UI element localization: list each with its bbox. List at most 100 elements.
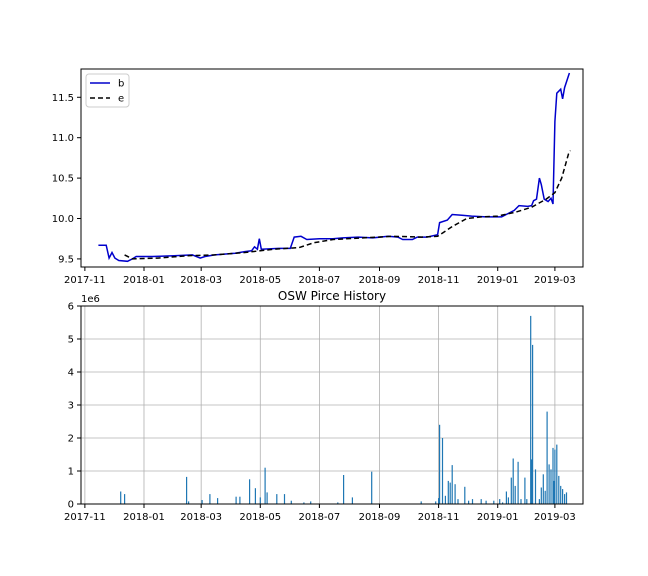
volume-bar [235,496,237,504]
price-series-group [98,72,572,263]
volume-bar [449,482,451,504]
bottom-x-tick-label: 2018-05 [239,512,281,523]
volume-bar [124,494,126,504]
legend-label-e: e [118,94,124,105]
volume-bar [552,447,554,504]
top-x-tick-label: 2019-03 [534,275,576,286]
bottom-x-tick-label: 2017-11 [64,512,106,523]
top-x-tick-label: 2019-01 [477,275,519,286]
bottom-x-tick-label: 2019-03 [534,512,576,523]
volume-bar [544,490,546,504]
bottom-y-tick-label: 6 [68,302,74,313]
volume-bar [530,315,532,504]
volume-bar [276,494,278,504]
volume-bar [493,500,495,504]
volume-bar [554,449,556,504]
volume-bar [441,438,444,504]
legend-label-b: b [118,79,124,90]
volume-bar [468,500,470,504]
volume-bar [188,501,190,504]
top-x-tick-label: 2018-09 [359,275,401,286]
bottom-y-ticks: 0 1 2 3 4 5 6 [68,302,81,511]
volume-bar [343,475,345,504]
bottom-x-tick-label: 2018-01 [123,512,165,523]
volume-bar [464,486,466,504]
top-x-tick-label: 2018-01 [123,275,165,286]
bottom-y-tick-label: 0 [68,500,74,511]
volume-bar [564,494,566,504]
volume-bar [371,471,373,504]
volume-bar [303,502,305,504]
volume-bar [512,458,514,504]
volume-bar [540,487,542,504]
bottom-x-ticks: 2017-11 2018-01 2018-03 2018-05 2018-07 2018-… [64,504,576,523]
volume-bar [259,497,261,504]
top-x-tick-label: 2018-11 [418,275,460,286]
bottom-y-tick-label: 1 [68,467,74,478]
volume-bar [526,499,528,504]
top-x-tick-label: 2017-11 [64,275,106,286]
volume-bar [351,497,353,504]
volume-bar [266,492,268,504]
volume-bar [454,484,456,504]
volume-bar [534,469,537,504]
volume-bar [439,424,441,504]
volume-bar [310,501,312,504]
volume-bar [420,501,422,504]
volume-bar [507,497,509,504]
y-offset-label: 1e6 [81,294,100,305]
volume-bar [337,502,339,504]
volume-bar [520,499,522,504]
volume-bar [542,474,544,504]
price-line-chart: 2017-11 2018-01 2018-03 2018-05 2018-07 2018-… [52,68,584,286]
volume-bar [264,467,266,504]
volume-bar [239,496,241,504]
volume-bar [505,491,507,504]
volume-bar [524,477,526,504]
volume-bar [510,477,512,504]
volume-bar [186,476,188,504]
top-x-ticks: 2017-11 2018-01 2018-03 2018-05 2018-07 2018-… [64,267,576,286]
top-axes-frame [80,68,584,268]
bottom-y-tick-label: 3 [68,401,74,412]
top-y-tick-label: 11.5 [52,93,74,104]
volume-bar [550,469,552,504]
volume-bar [201,500,203,504]
volume-bar [514,485,516,504]
bottom-x-tick-label: 2018-03 [180,512,222,523]
volume-bar [499,499,501,504]
volume-bar [438,498,440,504]
volume-bar [556,444,558,504]
top-x-tick-label: 2018-03 [180,275,222,286]
volume-bar [120,491,122,504]
volume-bar [531,459,533,504]
volume-bar [444,495,446,505]
volume-bar [457,499,459,504]
volume-bar [254,488,256,504]
volume-bar-chart: 2017-11 2018-01 2018-03 2018-05 2018-07 2018-… [64,289,584,523]
bottom-chart-title: OSW Pirce History [278,289,386,303]
volume-bar [502,502,504,504]
volume-bar [217,498,219,504]
volume-bar [553,480,555,504]
volume-bar [485,500,487,504]
bottom-x-tick-label: 2019-01 [477,512,519,523]
volume-bar [558,475,560,504]
volume-bar [471,499,474,504]
volume-bar [451,465,453,504]
top-y-ticks: 9.5 10.0 10.5 11.0 11.5 [52,93,81,265]
volume-bar [565,492,568,504]
bottom-y-tick-label: 4 [68,368,74,379]
volume-bar [480,499,482,504]
volume-bars-group [120,315,568,505]
volume-bar [538,499,540,504]
volume-bar [562,489,564,504]
volume-bar [435,501,437,504]
legend: be [85,73,130,108]
volume-bar [546,411,548,504]
volume-bar [283,494,286,504]
volume-bar [560,485,562,504]
top-y-tick-label: 9.5 [58,254,74,265]
series-line-e [124,150,572,260]
